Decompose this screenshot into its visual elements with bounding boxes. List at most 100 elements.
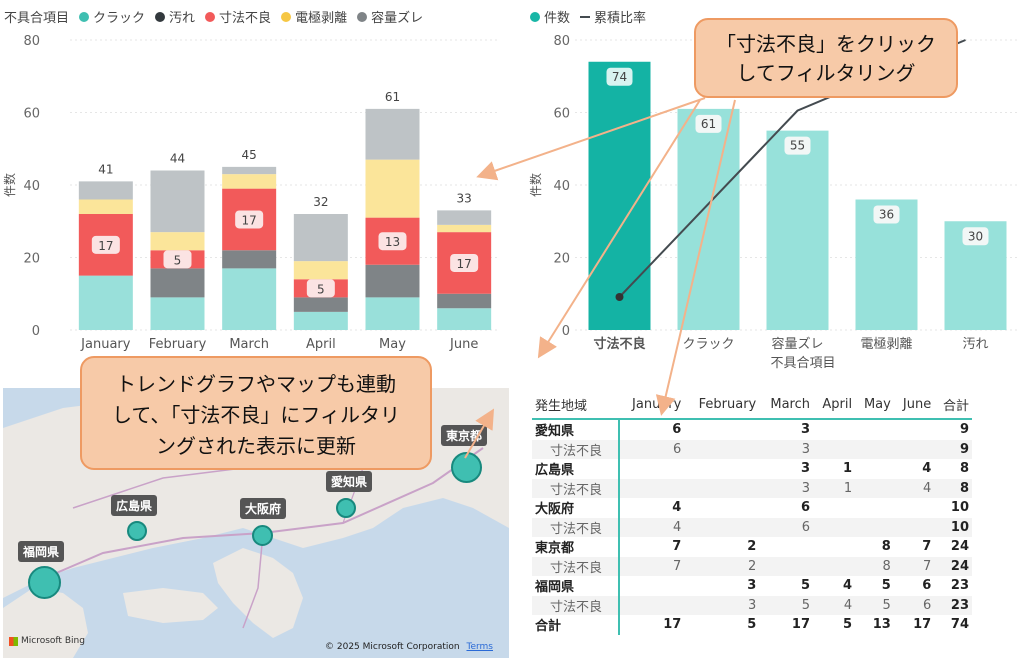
legend-item[interactable]: 件数 (544, 11, 571, 26)
column-header[interactable]: January (619, 390, 685, 420)
cell-value: 1 (843, 480, 853, 496)
map-label-tokyo: 東京都 (441, 425, 488, 446)
data-label: 13 (385, 235, 400, 249)
cell-value: 7 (922, 558, 932, 574)
region-row[interactable]: 東京都 7 2 8 7 24 (532, 537, 972, 557)
y-tick-label: 0 (562, 324, 570, 339)
row-label: 合計 (532, 615, 621, 635)
legend-item[interactable]: 寸法不良 (219, 11, 272, 26)
cell-value (855, 459, 894, 479)
cell-value: 5 (747, 617, 757, 633)
bar-total-label: 32 (313, 195, 328, 209)
cell-value (619, 459, 684, 479)
total-row[interactable]: 合計 17 5 17 5 13 17 74 (532, 615, 972, 635)
bar-total-label: 44 (170, 152, 185, 166)
bar-total-label: 33 (457, 191, 472, 205)
cell-value: 5 (881, 578, 891, 594)
callout-line: して、「寸法不良」にフィルタリ (112, 403, 400, 427)
cell-value (813, 419, 855, 440)
cell-value (894, 440, 934, 460)
column-header[interactable]: 発生地域 (532, 390, 620, 420)
data-label-bg (235, 210, 264, 229)
data-label-bg (378, 232, 407, 251)
cell-value: 4 (843, 597, 853, 613)
bar (588, 61, 651, 330)
cell-value: 5 (843, 617, 853, 633)
data-label-bg (450, 253, 479, 272)
cell-value: 8 (959, 461, 969, 477)
bar-segment (78, 181, 133, 200)
cell-value: 6 (672, 422, 682, 438)
legend-item[interactable]: 汚れ (169, 11, 196, 26)
legend-swatch (155, 11, 166, 22)
column-header[interactable]: April (813, 390, 856, 420)
defect-row[interactable]: 寸法不良 4 6 10 (532, 517, 972, 538)
cell-value (684, 479, 759, 499)
y-tick-label: 80 (553, 34, 570, 49)
defect-row[interactable]: 寸法不良 3 1 4 8 (532, 478, 972, 499)
cell-value (894, 518, 934, 538)
terms-link[interactable]: Terms (466, 642, 493, 652)
map-bubble-tokyo[interactable] (451, 452, 482, 483)
data-label-bg (91, 235, 120, 254)
land-mass (213, 548, 303, 638)
region-row[interactable]: 広島県 3 1 4 8 (532, 459, 972, 479)
cell-value: 4 (922, 461, 932, 477)
map-bubble-fukuoka[interactable] (28, 566, 61, 599)
map-bubble-aichi[interactable] (336, 498, 356, 518)
cell-value (759, 537, 813, 557)
cell-value: 23 (950, 578, 969, 594)
cell-value: 9 (959, 441, 969, 457)
callout-line: トレンドグラフやマップも連動 (116, 372, 396, 396)
map-bubble-osaka[interactable] (252, 525, 273, 546)
cell-value: 3 (801, 441, 811, 457)
bing-icon (9, 636, 18, 646)
cell-value (684, 459, 759, 479)
region-row[interactable]: 大阪府 4 6 10 (532, 498, 972, 518)
legend-item[interactable]: 累積比率 (594, 11, 647, 26)
bar-segment (365, 297, 420, 330)
column-header[interactable]: May (855, 390, 894, 420)
cell-value: 7 (922, 539, 932, 555)
legend-swatch (530, 11, 540, 22)
cell-value: 13 (872, 617, 891, 633)
matrix-table[interactable]: 発生地域 January February March April May June 合計 愛… (532, 390, 972, 635)
legend-swatch (357, 11, 368, 22)
data-label: 5 (317, 282, 325, 296)
defect-row[interactable]: 寸法不良 6 3 9 (532, 439, 972, 460)
data-label-bg (784, 136, 811, 155)
cell-value (894, 419, 934, 440)
cell-value: 4 (922, 480, 932, 496)
right-legend: 件数 累積比率 (530, 7, 646, 26)
legend-swatch (580, 15, 591, 18)
column-header[interactable]: June (893, 390, 935, 420)
defect-row[interactable]: 寸法不良 7 2 8 7 24 (532, 556, 972, 576)
region-row[interactable]: 愛知県 6 3 9 (532, 419, 972, 440)
x-tick-label: 容量ズレ (771, 336, 823, 352)
legend-item[interactable]: クラック (93, 11, 146, 26)
legend-item[interactable]: 容量ズレ (371, 11, 424, 26)
stacked-bar-chart[interactable]: 0 20 40 60 80 件数 41 17 January 44 5 February 45 17 Mar… (0, 0, 510, 360)
map-bubble-hiroshima[interactable] (127, 521, 147, 541)
column-header[interactable]: March (759, 390, 814, 420)
region-row[interactable]: 福岡県 3 5 4 5 6 23 (532, 576, 972, 596)
column-header[interactable]: February (684, 390, 760, 420)
legend-item[interactable]: 電極剥離 (295, 11, 348, 26)
bar-segment (365, 264, 420, 298)
cell-value: 7 (673, 558, 682, 574)
callout-click-filter: 「寸法不良」をクリック してフィルタリング (694, 18, 958, 98)
cell-value: 8 (882, 558, 891, 574)
map-label-hiroshima: 広島県 (111, 495, 158, 516)
row-label: 大阪府 (532, 498, 621, 518)
bar-total-label: 61 (385, 90, 400, 104)
defect-row[interactable]: 寸法不良 3 5 4 5 6 23 (532, 595, 972, 615)
row-label: 福岡県 (532, 576, 621, 596)
bing-logo: Microsoft Bing (9, 636, 85, 646)
cell-value (619, 479, 684, 499)
land-mass (123, 588, 218, 623)
column-header[interactable]: 合計 (934, 390, 972, 420)
bar-segment (222, 166, 277, 175)
map-label-fukuoka: 福岡県 (18, 541, 65, 562)
cell-value: 7 (672, 539, 682, 555)
bar-segment (78, 199, 133, 214)
